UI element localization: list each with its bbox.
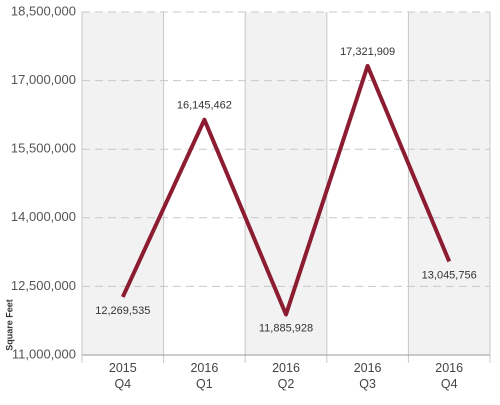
x-tick-label: 2016 Q4 [435, 361, 463, 391]
band-shade [408, 12, 490, 355]
y-tick-label: 18,500,000 [11, 3, 76, 18]
x-tick-label-line: 2015 [109, 361, 137, 375]
x-tick-label-line: 2016 [354, 361, 382, 375]
x-tick-label-line: Q3 [359, 377, 376, 391]
y-tick-label: 11,000,000 [12, 346, 76, 361]
data-label: 13,045,756 [422, 269, 477, 281]
y-tick-label: 14,000,000 [11, 209, 76, 224]
data-label: 11,885,928 [259, 322, 313, 334]
data-label: 16,145,462 [177, 100, 232, 112]
x-tick-label-line: Q2 [278, 377, 295, 391]
data-label: 17,321,909 [340, 46, 395, 58]
x-tick-label-line: Q4 [441, 377, 458, 391]
x-tick-label-line: 2016 [272, 361, 300, 375]
x-tick-label: 2016 Q3 [354, 361, 382, 391]
y-tick-label: 15,500,000 [11, 141, 76, 156]
x-tick-label-line: Q1 [196, 377, 213, 391]
data-label: 12,269,535 [95, 305, 150, 317]
y-tick-label: 12,500,000 [11, 278, 76, 293]
x-tick-label-line: 2016 [435, 361, 463, 375]
x-tick-label-line: 2016 [190, 361, 218, 375]
x-tick-label: 2016 Q2 [272, 361, 300, 391]
band-shade [245, 12, 327, 355]
x-tick-label: 2015 Q4 [109, 361, 137, 391]
x-tick-label-line: Q4 [114, 377, 131, 391]
series-line [120, 63, 452, 317]
x-tick-label: 2016 Q1 [190, 361, 218, 391]
y-tick-label: 17,000,000 [11, 72, 76, 87]
band-shade [82, 12, 164, 355]
y-axis-label: Square Feet [4, 299, 14, 351]
